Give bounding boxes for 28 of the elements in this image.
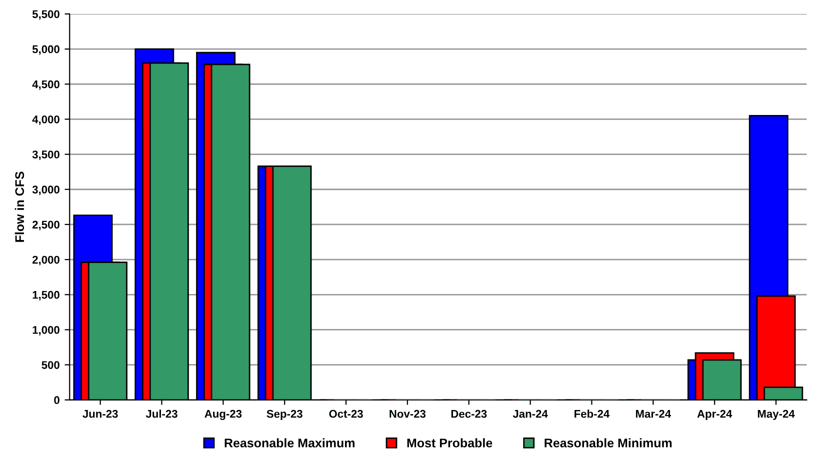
y-axis-title: Flow in CFS [14, 172, 24, 242]
y-tick-label: 500 [42, 361, 60, 369]
x-tick-label: Jan-24 [512, 410, 548, 418]
x-tick-label: May-24 [758, 410, 795, 420]
x-tick-label: Aug-23 [204, 410, 242, 420]
y-tick-label: 3,000 [32, 186, 60, 196]
x-tick-label: Jul-23 [146, 410, 178, 418]
x-tick-label: Dec-23 [451, 410, 487, 418]
x-tick-label: Apr-24 [697, 410, 732, 420]
x-tick-label: Feb-24 [574, 410, 610, 418]
y-tick-label: 5,000 [32, 45, 60, 55]
y-tick-label: 0 [54, 396, 60, 404]
y-tick-label: 1,000 [32, 326, 60, 336]
x-tick-label: Mar-24 [636, 410, 672, 418]
y-tick-label: 4,000 [32, 115, 60, 125]
legend-label: Reasonable Minimum [544, 438, 672, 448]
x-tick-label: Jun-23 [82, 410, 118, 418]
x-tick-label: Oct-23 [329, 410, 363, 418]
y-tick-label: 3,500 [32, 150, 60, 160]
legend-label: Most Probable [407, 438, 492, 448]
legend-label: Reasonable Maximum [224, 438, 354, 448]
y-tick-label: 2,000 [32, 256, 60, 266]
y-tick-label: 4,500 [32, 80, 60, 90]
x-tick-label: Nov-23 [390, 410, 426, 418]
x-tick-label: Sep-23 [266, 410, 302, 420]
y-tick-label: 2,500 [32, 220, 60, 230]
y-tick-label: 5,500 [32, 10, 60, 20]
y-tick-label: 1,500 [32, 290, 60, 300]
